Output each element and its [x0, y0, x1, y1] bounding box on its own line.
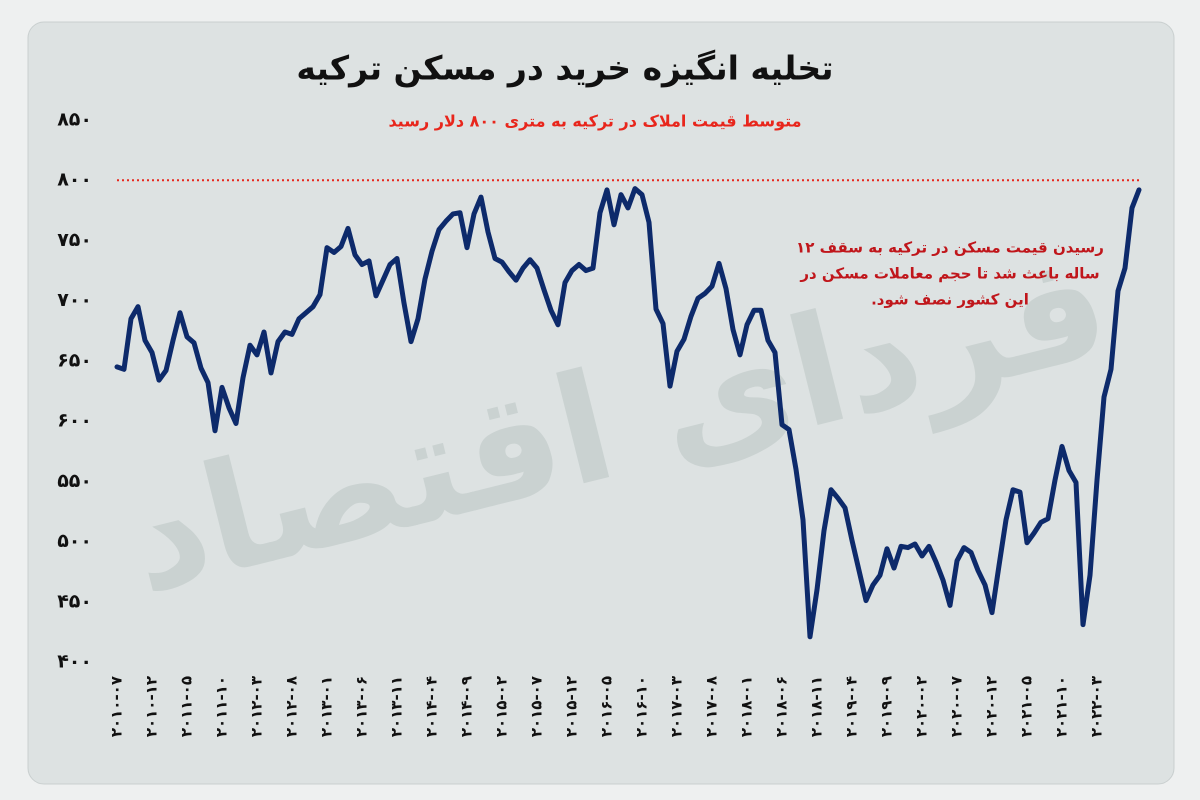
- x-tick-label: ۲۰۱۷-۰۳: [668, 676, 686, 737]
- x-tick-label: ۲۰۱۴-۰۹: [458, 676, 476, 737]
- y-tick-label: ۴۰۰: [57, 651, 92, 673]
- x-tick-label: ۲۰۱۳-۱۱: [388, 676, 406, 737]
- y-tick-label: ۵۰۰: [57, 530, 92, 552]
- x-tick-label: ۲۰۲۱-۰۵: [1018, 676, 1036, 737]
- x-tick-label: ۲۰۱۵-۰۷: [528, 676, 546, 737]
- x-tick-label: ۲۰۱۸-۰۶: [773, 676, 791, 737]
- x-tick-label: ۲۰۱۹-۰۴: [843, 676, 861, 737]
- x-tick-label: ۲۰۱۸-۰۱: [738, 676, 756, 737]
- y-tick-label: ۶۵۰: [57, 349, 92, 371]
- x-tick-label: ۲۰۱۰-۱۲: [143, 676, 161, 737]
- x-tick-label: ۲۰۱۳-۰۱: [318, 676, 336, 737]
- x-tick-label: ۲۰۱۲-۰۳: [248, 676, 266, 737]
- x-tick-label: ۲۰۱۸-۱۱: [808, 676, 826, 737]
- x-tick-label: ۲۰۱۵-۰۲: [493, 676, 511, 737]
- x-tick-label: ۲۰۲۰-۱۲: [983, 676, 1001, 737]
- annotation-line: ساله باعث شد تا حجم معاملات مسکن در: [799, 265, 1099, 283]
- annotation-line: این کشور نصف شود.: [871, 291, 1029, 309]
- x-tick-label: ۲۰۱۴-۰۴: [423, 676, 441, 737]
- x-tick-label: ۲۰۱۶-۱۰: [633, 676, 651, 737]
- chart-subtitle: متوسط قیمت املاک در ترکیه به متری ۸۰۰ دل…: [388, 112, 801, 131]
- x-tick-label: ۲۰۱۳-۰۶: [353, 676, 371, 737]
- x-tick-label: ۲۰۱۱-۱۰: [213, 676, 231, 737]
- line-series: [114, 186, 1142, 640]
- annotation-line: رسیدن قیمت مسکن در ترکیه به سقف ۱۲: [796, 239, 1104, 257]
- y-tick-label: ۸۵۰: [57, 109, 92, 131]
- chart-card: [27, 21, 1175, 785]
- x-tick-label: ۲۰۱۰-۰۷: [108, 676, 126, 737]
- chart-title: تخلیه انگیزه خرید در مسکن ترکیه: [296, 49, 833, 89]
- y-tick-label: ۷۵۰: [57, 229, 92, 251]
- x-tick-label: ۲۰۱۷-۰۸: [703, 676, 721, 737]
- x-tick-label: ۲۰۱۲-۰۸: [283, 676, 301, 737]
- x-tick-label: ۲۰۱۵-۱۲: [563, 676, 581, 737]
- y-tick-label: ۵۵۰: [57, 470, 92, 492]
- x-tick-label: ۲۰۲۱-۱۰: [1053, 676, 1071, 737]
- x-tick-label: ۲۰۱۹-۰۹: [878, 676, 896, 737]
- x-tick-label: ۲۰۲۰-۰۷: [948, 676, 966, 737]
- y-tick-label: ۷۰۰: [57, 289, 92, 311]
- x-tick-label: ۲۰۲۰-۰۲: [913, 676, 931, 737]
- x-tick-label: ۲۰۲۲-۰۳: [1088, 676, 1106, 737]
- y-tick-label: ۶۰۰: [57, 410, 92, 432]
- x-tick-label: ۲۰۱۱-۰۵: [178, 676, 196, 737]
- y-tick-label: ۴۵۰: [57, 590, 92, 612]
- y-tick-label: ۸۰۰: [57, 169, 92, 191]
- annotation: رسیدن قیمت مسکن در ترکیه به سقف ۱۲ ساله ب…: [796, 239, 1104, 309]
- x-tick-label: ۲۰۱۶-۰۵: [598, 676, 616, 737]
